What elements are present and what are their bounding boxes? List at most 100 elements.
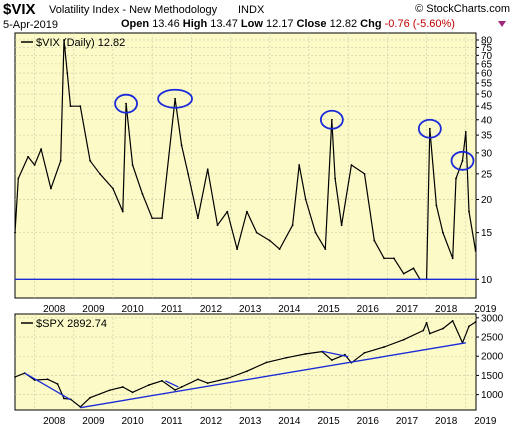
ohlc-readout: Open 13.46 High 13.47 Low 12.17 Close 12… [121, 18, 455, 30]
vix-y-tick-label-20: 20 [481, 195, 493, 206]
vix-data-point [161, 217, 163, 220]
spx-data-point [285, 356, 288, 359]
vix-data-point [27, 155, 29, 158]
spx-data-point [148, 384, 150, 386]
spx-data-point [161, 379, 163, 382]
vix-data-point [393, 257, 395, 260]
spx-data-point [474, 321, 477, 323]
vix-data-point [268, 239, 271, 242]
date-label: 5-Apr-2019 [3, 19, 59, 31]
vix-data-point [216, 224, 219, 227]
vix-data-point [298, 164, 301, 166]
open-label: Open [121, 18, 150, 30]
vix-data-point [246, 210, 248, 213]
vix-data-point [428, 127, 431, 130]
spx-data-point [46, 378, 49, 381]
spx-data-point [428, 332, 431, 335]
vix-data-point [187, 172, 190, 175]
vix-x-tick-label-2009: 2009 [82, 304, 105, 315]
vix-x-tick-label-2017: 2017 [396, 304, 419, 315]
spx-data-point [174, 389, 176, 391]
spx-x-tick-label-2009: 2009 [82, 416, 105, 427]
vix-data-point [236, 248, 239, 251]
vix-data-point [442, 231, 444, 234]
vix-data-point [304, 198, 307, 201]
brand-watermark: © StockCharts.com [415, 3, 510, 15]
high-label: High [182, 18, 208, 30]
spx-trendline-2 [80, 342, 466, 409]
vix-x-tick-label-2011: 2011 [161, 304, 183, 315]
vix-data-point [151, 217, 154, 220]
spx-x-tick-label-2011: 2011 [161, 416, 183, 427]
spx-y-tick-label-3000: 3000 [481, 313, 504, 324]
vix-data-point [125, 102, 127, 105]
spx-data-point [422, 329, 425, 332]
vix-y-tick-label-75: 75 [481, 43, 493, 54]
spx-x-tick-label-2016: 2016 [357, 416, 380, 427]
vix-data-point [14, 231, 16, 234]
spx-trendline-3 [164, 380, 179, 388]
vix-y-tick-label-30: 30 [481, 148, 493, 159]
vix-data-point [464, 130, 467, 133]
vix-data-point [350, 164, 353, 166]
spx-data-point [330, 359, 333, 361]
vix-x-tick-label-2015: 2015 [317, 304, 340, 315]
vix-y-tick-label-50: 50 [481, 90, 493, 101]
vix-x-tick-label-2013: 2013 [239, 304, 262, 315]
spx-data-point [402, 338, 405, 341]
close-label: Close [296, 18, 327, 30]
vix-data-point [455, 177, 457, 180]
spx-data-point [226, 377, 229, 380]
vix-data-point [17, 177, 20, 180]
vix-data-point [69, 105, 72, 108]
vix-y-tick-label-80: 80 [481, 35, 493, 46]
spx-data-point [383, 346, 386, 348]
spx-data-point [121, 386, 124, 388]
spx-data-point [304, 353, 307, 355]
spx-x-tick-label-2015: 2015 [317, 416, 340, 427]
vix-data-point [402, 272, 405, 275]
exchange-label: INDX [238, 4, 265, 16]
vix-data-point [435, 204, 438, 207]
vix-data-point [50, 187, 52, 190]
spx-x-tick-label-2018: 2018 [435, 416, 458, 427]
spx-y-tick-label-2000: 2000 [481, 352, 504, 363]
symbol-title: $VIX [3, 1, 36, 18]
vix-data-point [206, 168, 209, 171]
chg-value: -0.76 (-5.60%) [384, 18, 455, 30]
vix-data-point [340, 224, 343, 227]
spx-data-point [89, 396, 92, 399]
spx-plot-area [14, 313, 477, 411]
spx-data-point [425, 321, 428, 324]
spx-data-point [363, 351, 366, 354]
low-label: Low [240, 18, 263, 30]
vix-data-point [174, 97, 176, 100]
instrument-name: Volatility Index - New Methodology [49, 4, 218, 16]
vix-x-tick-label-2008: 2008 [43, 304, 66, 315]
spx-x-tick-label-2010: 2010 [121, 416, 144, 427]
vix-x-tick-label-2012: 2012 [200, 304, 223, 315]
spx-data-point [108, 389, 111, 392]
vix-data-point [141, 193, 144, 195]
vix-peak-circle [157, 88, 193, 109]
vix-y-tick-label-40: 40 [481, 115, 493, 126]
vix-peak-circle [450, 150, 475, 171]
vix-data-point [291, 224, 294, 227]
vix-data-point [412, 267, 415, 270]
vix-data-point [40, 148, 43, 150]
price-down-triangle-icon [498, 21, 506, 27]
vix-data-point [59, 159, 62, 162]
vix-y-tick-label-60: 60 [481, 69, 493, 80]
vix-y-tick-label-65: 65 [481, 59, 493, 70]
vix-y-tick-label-45: 45 [481, 102, 493, 113]
vix-y-tick-label-15: 15 [481, 228, 493, 239]
vix-data-point [468, 210, 470, 213]
vix-peak-circle [114, 93, 138, 114]
spx-data-point [468, 325, 470, 328]
vix-data-point [474, 249, 477, 252]
high-value: 13.47 [210, 18, 238, 30]
spx-data-point [197, 378, 199, 381]
spx-x-tick-label-2012: 2012 [200, 416, 223, 427]
vix-y-tick-label-70: 70 [481, 51, 493, 62]
spx-y-tick-label-1500: 1500 [481, 371, 504, 382]
